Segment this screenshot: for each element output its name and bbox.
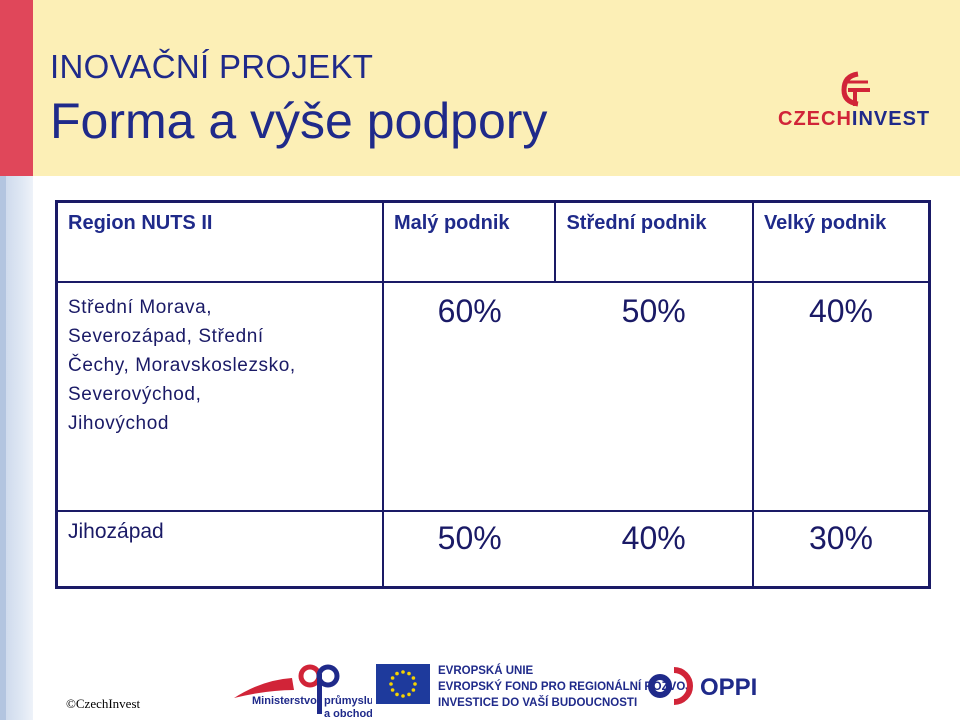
support-table: Region NUTS II Malý podnik Střední podni…: [55, 200, 931, 589]
eu-line: INVESTICE DO VAŠÍ BUDOUCNOSTI: [438, 697, 638, 709]
header-large: Velký podnik: [763, 212, 887, 234]
eu-line: EVROPSKÝ FOND PRO REGIONÁLNÍ ROZVOJ: [438, 681, 692, 693]
page-title: Forma a výše podpory: [50, 93, 548, 149]
region-line: Jihovýchod: [68, 412, 170, 434]
oppi-text: OPPI: [700, 674, 757, 701]
pct-large: 30%: [808, 519, 873, 556]
pct-small: 60%: [437, 292, 502, 329]
pre-title: INOVAČNÍ PROJEKT: [50, 48, 374, 85]
pct-small: 50%: [437, 519, 502, 556]
eu-line: EVROPSKÁ UNIE: [438, 665, 534, 677]
header-region: Region NUTS II: [68, 212, 213, 234]
region-line: Severovýchod,: [68, 383, 202, 405]
left-band-strip: [0, 176, 6, 720]
table-header-row: Region NUTS II Malý podnik Střední podni…: [55, 200, 931, 283]
table-row: Jihozápad 50% 40% 30%: [55, 509, 931, 589]
mpo-line: průmyslu: [324, 695, 372, 707]
pct-large: 40%: [808, 292, 873, 329]
eu-text: EVROPSKÁ UNIE EVROPSKÝ FOND PRO REGIONÁL…: [438, 663, 692, 711]
slide-header: [33, 0, 960, 176]
region-line: Severozápad, Střední: [68, 325, 264, 347]
mpo-line: a obchodu: [324, 708, 372, 720]
mpo-swoosh-icon: [234, 678, 294, 698]
copyright: ©CzechInvest: [66, 696, 141, 711]
czechinvest-logo: CZECHINVEST: [778, 70, 931, 130]
left-band-red: [0, 0, 33, 176]
header-small: Malý podnik: [393, 212, 510, 234]
oppi-arc-icon: [673, 667, 693, 705]
mpo-logo: Ministerstvo průmyslu a obchodu: [234, 664, 372, 720]
mpo-o-icon: [298, 664, 322, 688]
header-medium: Střední podnik: [566, 212, 707, 234]
oppi-ring-icon: [648, 674, 672, 698]
region-cell: Střední Morava, Severozápad, Střední Čec…: [58, 283, 382, 438]
region-cell: Jihozápad: [68, 519, 164, 543]
czechinvest-emblem-icon: [841, 71, 870, 107]
region-line: Čechy, Moravskoslezsko,: [68, 354, 296, 376]
eu-flag-icon: [376, 664, 430, 704]
pct-medium: 50%: [621, 292, 686, 329]
mpo-line: Ministerstvo: [252, 695, 317, 707]
oppi-logo: OPPI: [648, 667, 757, 705]
table-row: Střední Morava, Severozápad, Střední Čec…: [55, 280, 931, 512]
pct-medium: 40%: [621, 519, 686, 556]
czechinvest-wordmark: CZECHINVEST: [778, 108, 931, 130]
region-line: Střední Morava,: [68, 296, 213, 318]
